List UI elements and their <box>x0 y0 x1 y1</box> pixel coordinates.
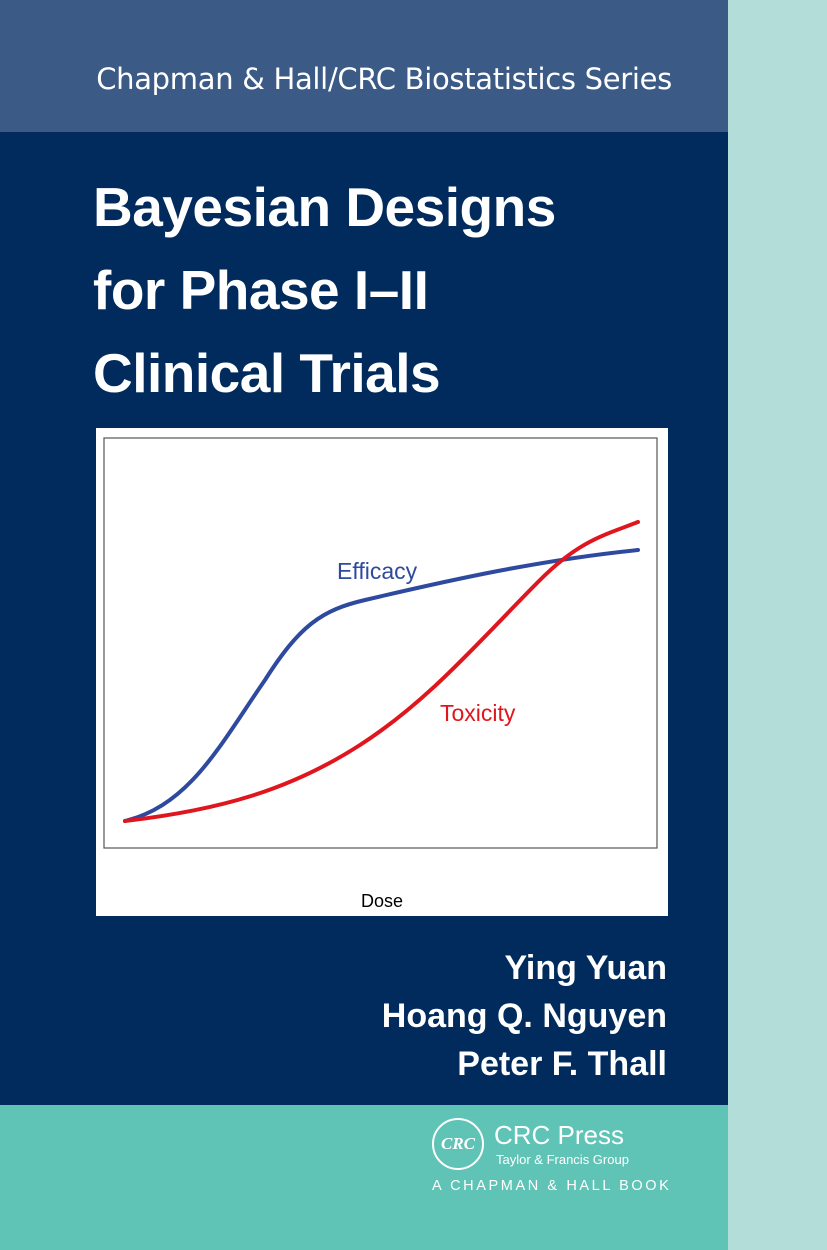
spine-strip <box>728 0 827 1250</box>
plot-frame <box>103 437 658 849</box>
x-axis-label: Dose <box>361 891 403 911</box>
series-name: Chapman & Hall/CRC Biostatistics Series <box>96 62 672 96</box>
crc-logo-icon: CRC <box>432 1118 484 1170</box>
efficacy-label: Efficacy <box>337 558 418 584</box>
title-line: Bayesian Designs <box>93 176 556 238</box>
toxicity-label: Toxicity <box>440 700 516 726</box>
book-title: Bayesian Designs for Phase I–II Clinical… <box>93 166 556 415</box>
author: Ying Yuan <box>504 949 667 987</box>
title-line: Clinical Trials <box>93 342 441 404</box>
author: Hoang Q. Nguyen <box>381 997 667 1035</box>
publisher-band <box>0 1105 728 1250</box>
title-line: for Phase I–II <box>93 259 429 321</box>
series-band: Chapman & Hall/CRC Biostatistics Series <box>0 0 728 132</box>
authors: Ying Yuan Hoang Q. Nguyen Peter F. Thall <box>382 944 667 1088</box>
efficacy-curve <box>123 548 640 823</box>
publisher-group: Taylor & Francis Group <box>496 1152 629 1167</box>
author: Peter F. Thall <box>457 1045 667 1083</box>
publisher-imprint: A CHAPMAN & HALL BOOK <box>432 1178 672 1194</box>
publisher-name: CRC Press <box>494 1120 625 1150</box>
cover-figure: Efficacy Toxicity Dose <box>96 428 668 916</box>
dose-response-plot: Efficacy Toxicity Dose <box>103 437 658 911</box>
toxicity-curve <box>123 520 640 823</box>
